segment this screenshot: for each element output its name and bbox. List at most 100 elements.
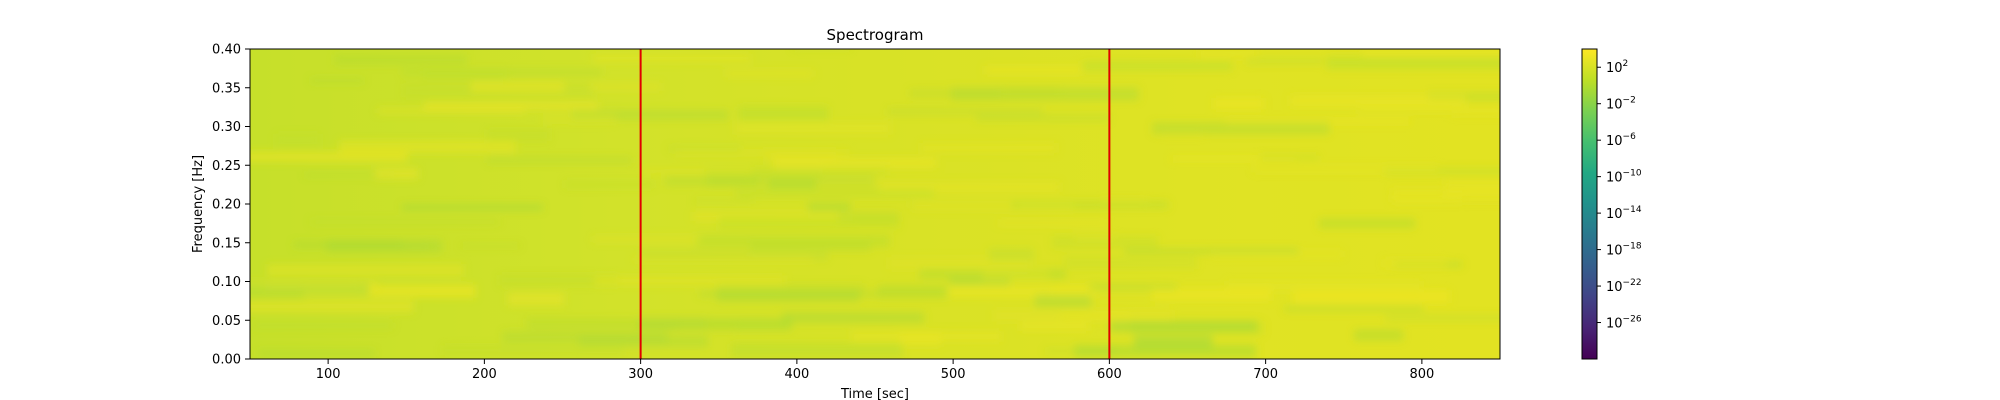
texture-blob — [1152, 288, 1272, 301]
texture-blob — [1082, 61, 1232, 71]
texture-blob — [334, 54, 468, 66]
texture-blob — [982, 268, 1049, 282]
texture-blob — [782, 312, 924, 323]
texture-blob — [1002, 86, 1062, 96]
x-tick-label: 300 — [628, 367, 653, 382]
texture-blob — [589, 82, 662, 92]
x-axis-ticks: 100 200 300 400 500 600 700 800 — [316, 359, 1434, 382]
y-axis-label: Frequency [Hz] — [191, 155, 206, 253]
colorbar-tick-label: 10−14 — [1606, 205, 1642, 222]
texture-blob — [250, 300, 414, 313]
texture-blob — [460, 243, 521, 248]
texture-blob — [266, 263, 464, 277]
y-axis-ticks: 0.00 0.05 0.10 0.15 0.20 0.25 0.30 0.35 0.40 — [212, 43, 250, 368]
texture-blob — [275, 133, 321, 147]
texture-blob — [571, 110, 729, 120]
texture-blob — [984, 65, 1083, 75]
x-tick-label: 800 — [1409, 367, 1434, 382]
texture-blob — [1052, 235, 1158, 249]
x-tick-label: 500 — [941, 367, 966, 382]
texture-blob — [1385, 314, 1500, 322]
colorbar-tick-label: 10−22 — [1606, 278, 1642, 295]
texture-blob — [792, 49, 852, 51]
texture-blob — [668, 146, 741, 151]
chart-title: Spectrogram — [827, 26, 924, 44]
texture-blob — [593, 53, 751, 63]
colorbar-tick-label: 102 — [1606, 59, 1628, 76]
texture-blob — [499, 274, 618, 286]
x-tick-label: 400 — [784, 367, 809, 382]
texture-blob — [1362, 51, 1500, 58]
y-tick-label: 0.20 — [212, 198, 241, 213]
y-tick-label: 0.35 — [212, 81, 241, 96]
texture-blob — [1034, 294, 1092, 308]
texture-blob — [695, 235, 890, 247]
texture-blob — [1260, 154, 1319, 161]
y-tick-label: 0.05 — [212, 314, 241, 329]
texture-blob — [252, 322, 393, 329]
spectrogram-texture — [250, 49, 1500, 358]
texture-blob — [1451, 108, 1500, 117]
texture-blob — [1044, 348, 1118, 354]
texture-blob — [976, 114, 1110, 122]
texture-blob — [592, 235, 701, 243]
texture-blob — [1213, 98, 1264, 110]
y-tick-label: 0.40 — [212, 43, 241, 58]
colorbar-tick-label: 10−18 — [1606, 242, 1642, 259]
texture-blob — [1289, 95, 1466, 107]
texture-blob — [310, 219, 500, 225]
y-tick-label: 0.00 — [212, 353, 241, 368]
texture-blob — [909, 88, 1001, 98]
texture-blob — [1019, 322, 1089, 332]
texture-blob — [374, 168, 419, 180]
texture-blob — [725, 69, 814, 78]
texture-blob — [1152, 122, 1330, 135]
texture-blob — [1064, 255, 1197, 270]
texture-blob — [258, 349, 375, 357]
texture-blob — [1060, 312, 1130, 320]
x-tick-label: 700 — [1253, 367, 1278, 382]
x-tick-label: 600 — [1097, 367, 1122, 382]
texture-blob — [899, 332, 942, 347]
texture-blob — [564, 180, 654, 189]
y-tick-label: 0.15 — [212, 236, 241, 251]
x-tick-label: 100 — [316, 367, 341, 382]
y-tick-label: 0.30 — [212, 120, 241, 135]
texture-blob — [1292, 290, 1450, 304]
texture-blob — [1384, 167, 1500, 175]
texture-blob — [716, 283, 865, 295]
texture-blob — [1382, 259, 1447, 268]
texture-blob — [706, 174, 875, 187]
texture-blob — [401, 204, 543, 211]
texture-blob — [507, 292, 565, 306]
texture-blob — [878, 285, 948, 298]
texture-blob — [716, 290, 860, 302]
texture-blob — [1198, 49, 1257, 59]
texture-blob — [470, 81, 565, 93]
texture-blob — [772, 157, 937, 169]
texture-blob — [1326, 56, 1500, 70]
texture-blob — [338, 140, 516, 154]
x-axis-label: Time [sec] — [840, 387, 909, 400]
texture-blob — [1109, 320, 1258, 332]
texture-blob — [293, 241, 404, 248]
texture-blob — [1391, 188, 1500, 203]
texture-blob — [808, 202, 851, 212]
texture-blob — [423, 102, 599, 110]
x-tick-label: 200 — [472, 367, 497, 382]
texture-blob — [1252, 164, 1438, 173]
texture-blob — [1226, 280, 1422, 292]
texture-blob — [250, 283, 370, 296]
texture-blob — [1089, 284, 1177, 291]
texture-blob — [1226, 119, 1411, 124]
texture-blob — [734, 121, 891, 135]
texture-blob — [731, 343, 903, 358]
texture-blob — [304, 173, 395, 178]
texture-blob — [1211, 250, 1343, 258]
texture-blob — [997, 220, 1108, 226]
texture-blob — [423, 69, 507, 80]
colorbar: 102 10−2 10−6 10−10 10−14 10−18 10−22 10−26 — [1581, 48, 1642, 360]
texture-blob — [838, 212, 899, 222]
texture-blob — [1011, 201, 1169, 209]
